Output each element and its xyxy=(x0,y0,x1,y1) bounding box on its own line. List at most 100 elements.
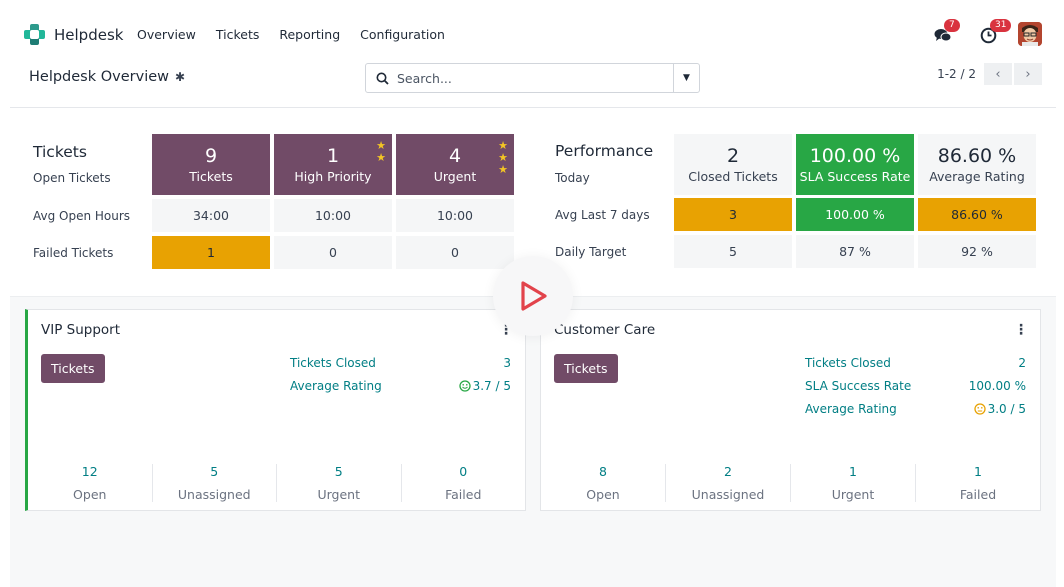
kpi-value-rating[interactable]: 3.7 / 5 xyxy=(458,379,511,393)
team-name[interactable]: VIP Support xyxy=(41,322,121,338)
count-label: Open xyxy=(73,487,107,502)
tickets-urgent-value: 4 xyxy=(448,145,462,167)
count-num: 1 xyxy=(849,464,857,479)
row-label-failed-tickets: Failed Tickets xyxy=(33,246,114,260)
avg-hours-all[interactable]: 34:00 xyxy=(152,199,270,232)
count-label: Open xyxy=(586,487,620,502)
teams-area: VIP Support ⋮ Tickets Tickets Closed 3 A… xyxy=(10,296,1056,587)
sla-success-label: SLA Success Rate xyxy=(799,169,911,184)
count-open[interactable]: 12 Open xyxy=(28,464,152,502)
tickets-urgent-card[interactable]: 4 Urgent ★ ★ ★ xyxy=(396,134,514,195)
kpi-label[interactable]: Average Rating xyxy=(290,379,382,393)
row-label-avg-last-7-days: Avg Last 7 days xyxy=(555,208,650,222)
smile-face-icon xyxy=(458,380,471,392)
pager-value[interactable]: 1-2 / 2 xyxy=(937,67,976,81)
messages-button[interactable]: 7 xyxy=(934,19,960,45)
kpi-label[interactable]: SLA Success Rate xyxy=(805,379,912,393)
count-unassigned[interactable]: 2 Unassigned xyxy=(665,464,790,502)
gear-icon[interactable]: ✱ xyxy=(175,70,186,84)
tickets-high-priority-card[interactable]: 1 High Priority ★ ★ xyxy=(274,134,392,195)
activities-button[interactable]: 31 xyxy=(980,19,1012,45)
count-urgent[interactable]: 5 Urgent xyxy=(276,464,401,502)
kpi-label[interactable]: Average Rating xyxy=(805,402,897,416)
team-name[interactable]: Customer Care xyxy=(554,322,656,338)
search-options-toggle[interactable]: ▼ xyxy=(673,64,699,92)
team-tickets-button[interactable]: Tickets xyxy=(554,354,618,383)
page-title: Helpdesk Overview xyxy=(29,69,170,85)
chat-bubbles-icon xyxy=(934,29,952,42)
app-brand[interactable]: Helpdesk xyxy=(24,24,123,46)
kpi-value[interactable]: 100.00 % xyxy=(968,379,1026,393)
menu-reporting[interactable]: Reporting xyxy=(279,27,341,42)
star-icon: ★ xyxy=(376,151,386,164)
failed-all[interactable]: 1 xyxy=(152,236,270,269)
pager: 1-2 / 2 ‹ › xyxy=(937,63,1042,85)
avg7-sla-success[interactable]: 100.00 % xyxy=(796,198,914,231)
team-card-customer-care: Customer Care ⋮ Tickets Tickets Closed 2… xyxy=(540,309,1041,511)
pager-next-button[interactable]: › xyxy=(1014,63,1042,85)
urgent-stars: ★ ★ ★ xyxy=(498,140,508,176)
closed-tickets-value: 2 xyxy=(726,145,740,167)
count-unassigned[interactable]: 5 Unassigned xyxy=(151,464,277,502)
count-open[interactable]: 8 Open xyxy=(541,464,665,502)
count-label: Urgent xyxy=(317,487,361,502)
average-rating-label: Average Rating xyxy=(929,169,1025,184)
row-label-daily-target: Daily Target xyxy=(555,245,627,259)
row-label-open-tickets: Open Tickets xyxy=(33,171,111,185)
kpi-value[interactable]: 2 xyxy=(1018,356,1026,370)
tickets-all-value: 9 xyxy=(204,145,218,167)
user-avatar[interactable] xyxy=(1018,22,1042,46)
count-num: 12 xyxy=(81,464,98,479)
tickets-urgent-label: Urgent xyxy=(433,169,477,184)
count-label: Urgent xyxy=(831,487,875,502)
divider xyxy=(10,107,1056,108)
star-icon: ★ xyxy=(498,151,508,164)
row-label-avg-open-hours: Avg Open Hours xyxy=(33,209,131,223)
closed-tickets-card[interactable]: 2 Closed Tickets xyxy=(674,134,792,195)
avg-hours-urgent[interactable]: 10:00 xyxy=(396,199,514,232)
tickets-high-priority-label: High Priority xyxy=(294,169,372,184)
tickets-all-card[interactable]: 9 Tickets xyxy=(152,134,270,195)
video-play-button[interactable] xyxy=(493,256,573,336)
avg-hours-high-priority[interactable]: 10:00 xyxy=(274,199,392,232)
search-input[interactable] xyxy=(397,70,657,86)
count-urgent[interactable]: 1 Urgent xyxy=(790,464,915,502)
star-icon: ★ xyxy=(376,139,386,152)
count-label: Unassigned xyxy=(177,487,251,502)
kpi-value-rating[interactable]: 3.0 / 5 xyxy=(973,402,1026,416)
kebab-menu-icon[interactable]: ⋮ xyxy=(1014,322,1028,338)
count-failed[interactable]: 1 Failed xyxy=(915,464,1040,502)
avg7-average-rating[interactable]: 86.60 % xyxy=(918,198,1036,231)
average-rating-value: 86.60 % xyxy=(937,145,1017,167)
search-icon xyxy=(376,72,389,85)
team-counts: 12 Open 5 Unassigned 5 Urgent 0 Failed xyxy=(28,464,525,502)
search-bar: ▼ xyxy=(365,63,700,93)
target-closed-tickets[interactable]: 5 xyxy=(674,235,792,268)
kpi-label[interactable]: Tickets Closed xyxy=(805,356,891,370)
menu-tickets[interactable]: Tickets xyxy=(215,27,260,42)
chevron-right-icon: › xyxy=(1025,66,1031,82)
star-icon: ★ xyxy=(498,163,508,176)
activities-count-badge: 31 xyxy=(990,19,1012,32)
kpi-value[interactable]: 3 xyxy=(503,356,511,370)
tickets-all-label: Tickets xyxy=(189,169,233,184)
team-tickets-button[interactable]: Tickets xyxy=(41,354,105,383)
average-rating-card[interactable]: 86.60 % Average Rating xyxy=(918,134,1036,195)
clock-icon xyxy=(980,27,997,44)
menu-configuration[interactable]: Configuration xyxy=(360,27,445,42)
failed-high-priority[interactable]: 0 xyxy=(274,236,392,269)
avg7-closed-tickets[interactable]: 3 xyxy=(674,198,792,231)
messages-count-badge: 7 xyxy=(944,19,960,32)
pager-previous-button[interactable]: ‹ xyxy=(984,63,1012,85)
kpi-label[interactable]: Tickets Closed xyxy=(290,356,376,370)
failed-urgent[interactable]: 0 xyxy=(396,236,514,269)
play-icon xyxy=(521,281,547,311)
row-label-today: Today xyxy=(555,171,590,185)
sla-success-card[interactable]: 100.00 % SLA Success Rate xyxy=(796,134,914,195)
team-counts: 8 Open 2 Unassigned 1 Urgent 1 Failed xyxy=(541,464,1040,502)
count-failed[interactable]: 0 Failed xyxy=(400,464,526,502)
page: Helpdesk Overview Tickets Reporting Conf… xyxy=(10,0,1056,587)
target-sla-success[interactable]: 87 % xyxy=(796,235,914,268)
target-average-rating[interactable]: 92 % xyxy=(918,235,1036,268)
menu-overview[interactable]: Overview xyxy=(137,27,196,42)
